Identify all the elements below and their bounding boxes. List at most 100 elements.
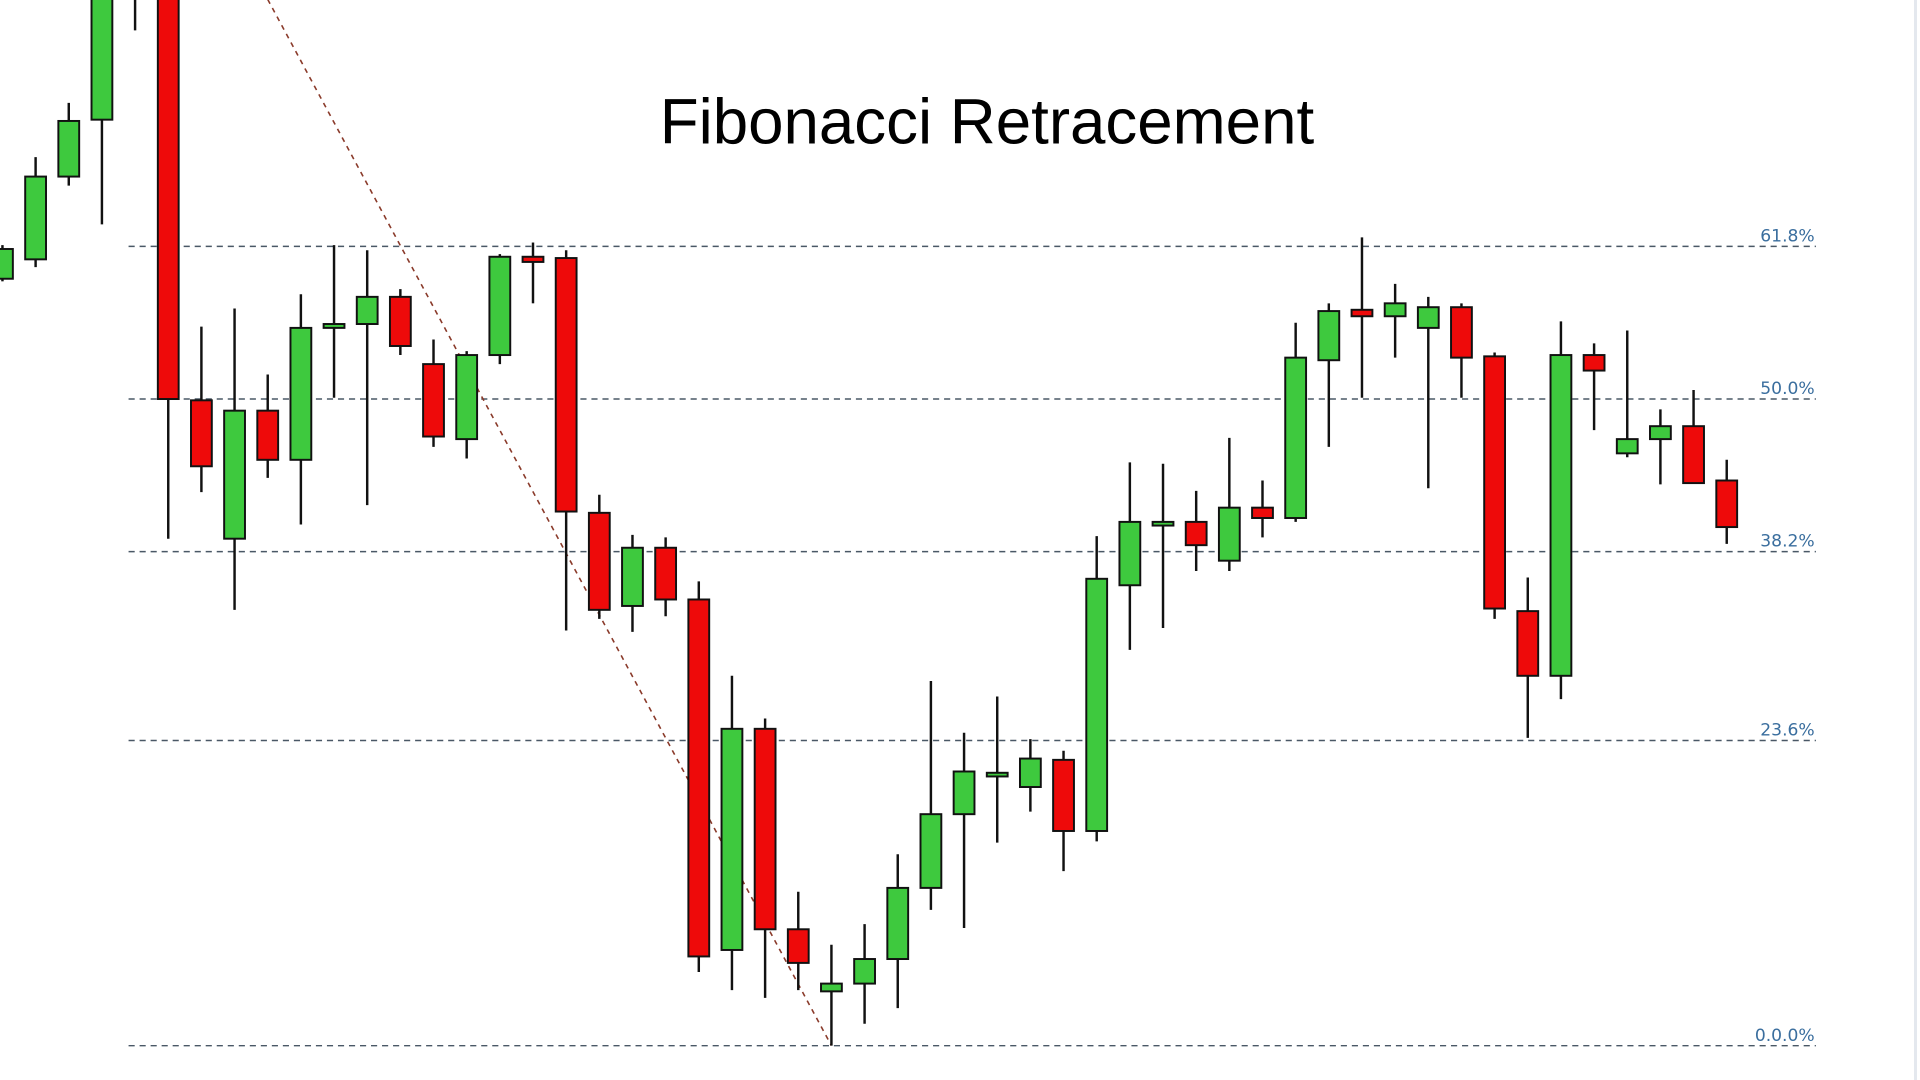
- candle-body: [388, 295, 412, 347]
- candle-bearish: [687, 581, 711, 972]
- candle-bullish: [1151, 463, 1175, 628]
- candle-body: [853, 958, 876, 985]
- candle-bearish: [1251, 480, 1274, 538]
- candle-bearish: [753, 718, 777, 998]
- candle-body: [1649, 425, 1672, 441]
- candle-bearish: [587, 494, 611, 619]
- candle-bullish: [1383, 283, 1407, 358]
- candle-bearish: [190, 326, 213, 493]
- candle-body: [1615, 438, 1639, 455]
- candle-bullish: [223, 308, 246, 610]
- chart-title: Fibonacci Retracement: [660, 86, 1315, 157]
- candle-body: [1682, 425, 1705, 485]
- candle-bearish: [1483, 352, 1506, 619]
- candle-body: [1383, 302, 1407, 318]
- candle-bullish: [919, 680, 943, 910]
- candle-body: [687, 598, 711, 958]
- candle-body: [521, 255, 545, 263]
- candle-body: [1582, 354, 1606, 372]
- candle-bullish: [720, 675, 744, 991]
- candle-body: [190, 399, 213, 468]
- candle-body: [1483, 355, 1506, 610]
- candle-body: [886, 886, 910, 961]
- candle-body: [422, 363, 445, 438]
- candle-body: [720, 727, 744, 951]
- candle-body: [952, 770, 976, 816]
- candle-body: [1450, 306, 1473, 359]
- candle-body: [1251, 506, 1274, 519]
- candle-bearish: [1682, 389, 1705, 485]
- candle-bearish: [1450, 303, 1473, 398]
- candle-body: [1284, 356, 1308, 519]
- right-border: [1914, 0, 1917, 1080]
- candle-body: [1549, 354, 1573, 677]
- candle-bullish: [1118, 462, 1142, 650]
- candle-bearish: [521, 242, 545, 304]
- candle-bullish: [1549, 321, 1573, 700]
- candle-body: [1715, 479, 1739, 529]
- candle-bullish: [985, 696, 1009, 843]
- candle-body: [1085, 577, 1109, 832]
- candle-body: [24, 175, 47, 261]
- candle-bullish: [133, 0, 137, 31]
- candle-body: [455, 354, 479, 441]
- candle-body: [488, 255, 512, 357]
- candle-bullish: [1649, 409, 1672, 485]
- candles: [0, 0, 1739, 1046]
- candle-bullish: [289, 294, 313, 525]
- fib-level-label: 61.8%: [1760, 227, 1814, 247]
- candle-bearish: [1516, 577, 1540, 738]
- candle-bearish: [1715, 459, 1739, 544]
- candle-body: [355, 295, 379, 325]
- candle-bearish: [1052, 750, 1075, 872]
- candle-bearish: [1184, 490, 1208, 572]
- candle-body: [256, 409, 280, 461]
- candle-bullish: [322, 245, 346, 398]
- candle-body: [289, 326, 313, 461]
- candle-bullish: [1217, 437, 1241, 572]
- candle-body: [1151, 520, 1175, 527]
- candle-body: [1217, 506, 1241, 562]
- candle-body: [919, 813, 943, 889]
- candle-bullish: [0, 245, 14, 282]
- candle-bullish: [24, 157, 47, 268]
- candle-bullish: [57, 102, 81, 186]
- candle-body: [621, 546, 644, 607]
- candle-body: [753, 727, 777, 931]
- candle-bearish: [388, 289, 412, 356]
- fib-level-label: 38.2%: [1760, 532, 1814, 552]
- candle-body: [1052, 758, 1075, 832]
- candle-body: [654, 546, 678, 601]
- candle-body: [820, 982, 843, 993]
- candle-bullish: [853, 924, 876, 1024]
- candle-body: [1018, 757, 1042, 788]
- candle-bullish: [488, 254, 512, 365]
- candle-bullish: [1018, 739, 1042, 812]
- candle-body: [90, 0, 114, 121]
- candle-bearish: [786, 891, 810, 991]
- candle-bullish: [1284, 322, 1308, 522]
- candle-bullish: [621, 534, 644, 632]
- candle-bullish: [1416, 296, 1440, 489]
- candle-body: [1350, 308, 1374, 318]
- candle-body: [554, 257, 578, 513]
- candle-bullish: [820, 944, 843, 1046]
- fib-level-label: 50.0%: [1760, 379, 1814, 399]
- candle-body: [587, 511, 611, 611]
- candle-body: [985, 771, 1009, 778]
- candle-body: [786, 928, 810, 964]
- candle-bullish: [455, 351, 479, 459]
- candle-body: [223, 409, 246, 540]
- candle-body: [1516, 610, 1540, 677]
- candle-bearish: [1582, 343, 1606, 431]
- candle-bearish: [654, 537, 678, 617]
- fib-levels: 61.8% 50.0% 38.2% 23.6% 0.0.0%: [128, 227, 1816, 1047]
- candle-body: [322, 323, 346, 329]
- candle-bearish: [422, 339, 445, 447]
- candle-bullish: [355, 250, 379, 506]
- candle-bullish: [952, 732, 976, 928]
- candle-body: [1184, 520, 1208, 547]
- candle-bullish: [1317, 303, 1341, 447]
- candle-body: [156, 0, 180, 401]
